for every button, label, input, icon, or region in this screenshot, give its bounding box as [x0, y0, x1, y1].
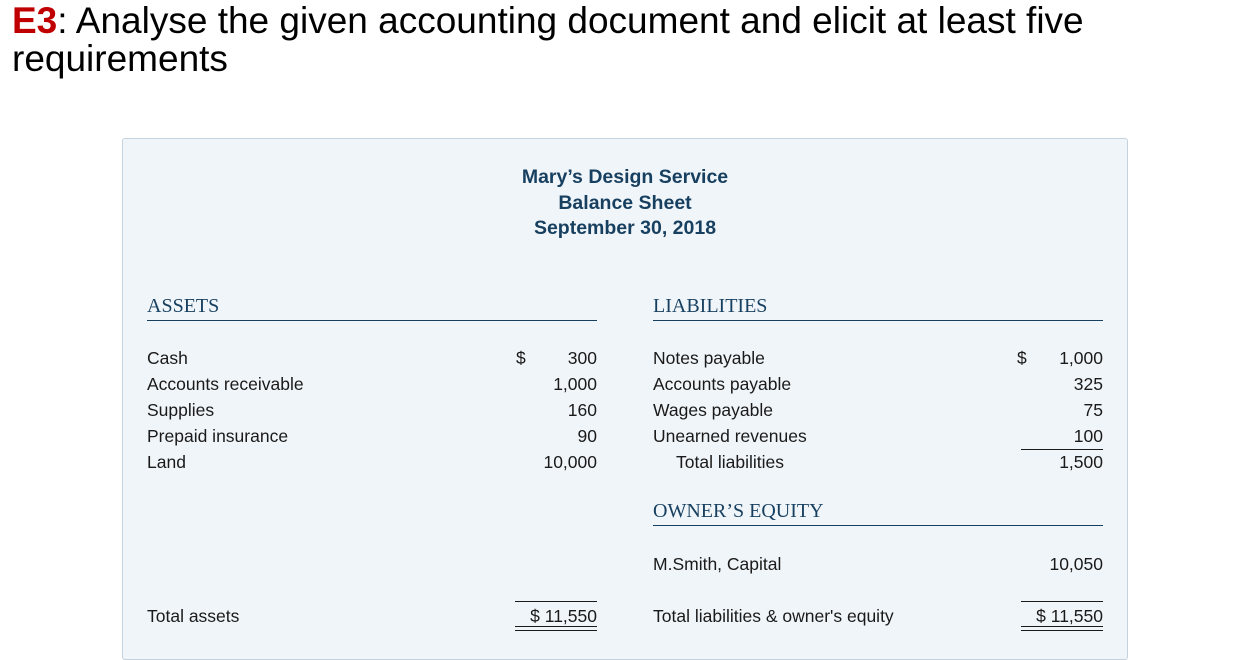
total-liabilities-equity-amount: $ 11,550	[1036, 606, 1103, 626]
liability-amount: 75	[1083, 400, 1103, 420]
assets-heading-rule	[147, 320, 597, 321]
asset-label: Supplies	[147, 400, 215, 420]
exercise-text: : Analyse the given accounting document …	[12, 0, 1084, 79]
total-equity-top-rule	[1021, 601, 1103, 602]
liabilities-heading: LIABILITIES	[653, 295, 768, 317]
total-liabilities-amount: 1,500	[1059, 452, 1103, 472]
exercise-tag: E3	[12, 0, 58, 41]
asset-amount: 10,000	[543, 452, 597, 472]
liability-amount: 325	[1073, 374, 1103, 394]
asset-amount: 300	[567, 348, 597, 368]
equity-heading-rule	[653, 525, 1103, 526]
liabilities-sum-rule	[1021, 449, 1103, 450]
assets-heading: ASSETS	[147, 295, 220, 317]
liability-label: Unearned revenues	[653, 426, 807, 446]
liability-currency: $	[1017, 348, 1027, 368]
total-assets-amount: $ 11,550	[530, 606, 597, 626]
asset-label: Prepaid insurance	[147, 426, 289, 446]
total-assets-label: Total assets	[147, 606, 240, 626]
liability-label: Accounts payable	[653, 374, 792, 394]
capital-amount: 10,050	[1049, 554, 1103, 574]
capital-label: M.Smith, Capital	[653, 554, 782, 574]
asset-amount: 160	[567, 400, 597, 420]
total-liabilities-equity-double-rule	[1021, 626, 1103, 631]
liability-amount: 100	[1073, 426, 1103, 446]
liability-label: Notes payable	[653, 348, 765, 368]
statement-date: September 30, 2018	[533, 217, 717, 239]
total-assets-top-rule	[515, 601, 597, 602]
exercise-heading: E3: Analyse the given accounting documen…	[12, 2, 1237, 78]
company-name: Mary’s Design Service	[521, 166, 729, 188]
total-liabilities-equity-label: Total liabilities & owner's equity	[653, 606, 894, 626]
balance-sheet-panel: Mary’s Design Service Balance Sheet Sept…	[122, 138, 1128, 660]
asset-amount: 1,000	[553, 374, 597, 394]
asset-amount: 90	[577, 426, 597, 446]
balance-sheet-header: Mary’s Design Service Balance Sheet Sept…	[123, 165, 1127, 242]
asset-label: Land	[147, 452, 186, 472]
liability-label: Wages payable	[653, 400, 773, 420]
asset-label: Accounts receivable	[147, 374, 304, 394]
total-assets-double-rule	[515, 626, 597, 631]
liabilities-heading-rule	[653, 320, 1103, 321]
asset-label: Cash	[147, 348, 188, 368]
statement-title: Balance Sheet	[558, 191, 692, 214]
total-liabilities-label: Total liabilities	[676, 452, 784, 472]
asset-currency: $	[516, 348, 526, 368]
equity-heading: OWNER’S EQUITY	[653, 500, 824, 522]
liability-amount: 1,000	[1059, 348, 1103, 368]
